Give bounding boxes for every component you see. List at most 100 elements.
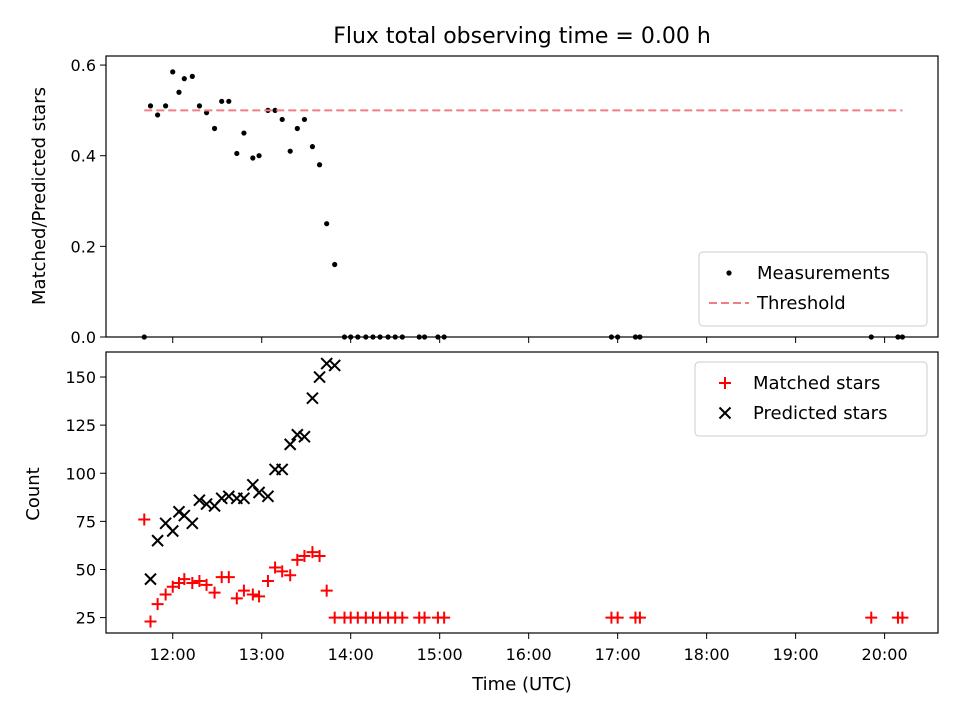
legend-box xyxy=(694,361,928,437)
plot-frame xyxy=(105,55,939,338)
top-panel: 0.0 0.2 0.4 0.6 Measurements Threshold xyxy=(71,55,939,347)
measurement-point xyxy=(181,76,187,82)
x-tick-label: 14:00 xyxy=(328,645,374,664)
matched-stars-point xyxy=(186,576,199,589)
legend-label: Matched stars xyxy=(753,373,880,394)
predicted-stars-point xyxy=(246,478,260,492)
bottom-y-axis-label: Count xyxy=(23,467,44,520)
data-layer xyxy=(138,357,909,628)
measurement-point xyxy=(332,261,338,268)
matched-stars-point xyxy=(298,550,311,563)
matched-stars-point xyxy=(166,580,179,593)
legend-label: Threshold xyxy=(756,293,846,314)
legend-marker-swatch xyxy=(718,406,732,420)
predicted-stars-point xyxy=(252,486,266,499)
legend-label: Measurements xyxy=(757,263,890,284)
measurement-point xyxy=(147,103,154,109)
legend: Matched stars Predicted stars xyxy=(694,361,928,437)
matched-stars-point xyxy=(611,611,624,624)
matched-stars-point xyxy=(418,611,431,624)
matched-stars-point xyxy=(208,586,221,599)
matched-stars-point xyxy=(633,611,646,624)
measurement-point xyxy=(196,103,203,109)
measurement-point xyxy=(234,150,240,157)
predicted-stars-point xyxy=(172,505,186,518)
matched-stars-point xyxy=(313,550,326,563)
legend-marker-swatch xyxy=(719,377,731,389)
predicted-stars-point xyxy=(261,490,275,503)
matched-stars-point xyxy=(246,588,259,601)
y-tick-label: 50 xyxy=(76,560,96,579)
predicted-stars-point xyxy=(328,359,341,372)
matched-stars-point xyxy=(253,590,266,603)
y-tick-label: 0.6 xyxy=(71,56,96,75)
chart-title: Flux total observing time = 0.00 h xyxy=(333,24,711,49)
measurement-point xyxy=(189,73,195,79)
measurement-point xyxy=(170,69,176,75)
predicted-stars-point xyxy=(283,438,297,451)
y-tick-label: 0.4 xyxy=(71,147,96,166)
predicted-stars-point xyxy=(215,492,228,505)
matched-stars-point xyxy=(230,592,243,605)
matched-stars-point xyxy=(320,584,333,597)
matched-stars-point xyxy=(193,575,206,588)
x-tick-label: 17:00 xyxy=(595,645,641,664)
y-tick-label: 125 xyxy=(65,416,96,435)
predicted-stars-point xyxy=(291,428,304,441)
y-tick-label: 150 xyxy=(65,368,96,387)
measurement-point xyxy=(279,116,285,123)
matched-stars-point xyxy=(222,571,235,584)
legend-marker-swatch xyxy=(726,270,732,276)
measurement-point xyxy=(301,116,308,123)
y-tick-label: 0.0 xyxy=(71,328,96,347)
predicted-stars-point xyxy=(320,357,333,370)
measurement-point xyxy=(163,103,169,109)
predicted-stars-point xyxy=(186,517,199,530)
x-tick-label: 19:00 xyxy=(773,645,819,664)
top-y-axis-label: Matched/Predicted stars xyxy=(29,87,50,305)
matched-stars-point xyxy=(269,561,282,574)
predicted-stars-point xyxy=(313,370,326,384)
y-tick-label: 75 xyxy=(76,512,96,531)
measurement-point xyxy=(176,89,182,95)
x-tick-label: 15:00 xyxy=(417,645,463,664)
matched-stars-point xyxy=(178,573,191,586)
legend-label: Predicted stars xyxy=(753,403,887,424)
predicted-stars-point xyxy=(166,524,179,538)
predicted-stars-point xyxy=(151,534,164,547)
y-tick-label: 25 xyxy=(76,609,96,628)
predicted-stars-point xyxy=(237,492,251,505)
matched-stars-point xyxy=(200,578,213,591)
matched-stars-point xyxy=(276,565,289,578)
predicted-stars-point xyxy=(298,430,311,443)
matched-stars-point xyxy=(291,553,304,566)
matched-stars-point xyxy=(261,575,274,588)
measurement-point xyxy=(309,144,316,150)
matched-stars-point xyxy=(159,588,172,601)
y-tick-label: 100 xyxy=(65,464,96,483)
predicted-stars-point xyxy=(275,463,289,476)
matched-stars-point xyxy=(896,611,909,624)
measurement-point xyxy=(294,125,300,132)
measurement-point xyxy=(324,221,330,227)
measurement-point xyxy=(226,98,232,104)
matched-stars-point xyxy=(151,598,164,611)
predicted-stars-point xyxy=(306,391,319,405)
matched-stars-point xyxy=(138,513,151,526)
measurement-point xyxy=(155,112,161,118)
x-tick-label: 12:00 xyxy=(150,645,196,664)
measurement-point xyxy=(211,125,218,132)
x-tick-label: 18:00 xyxy=(684,645,730,664)
matched-stars-point xyxy=(237,584,250,597)
measurement-point xyxy=(241,130,247,136)
matched-stars-point xyxy=(396,611,409,624)
predicted-stars-point xyxy=(144,572,157,586)
x-tick-label: 16:00 xyxy=(506,645,552,664)
matched-stars-point xyxy=(865,611,878,624)
plot-frame xyxy=(105,351,939,634)
measurement-point xyxy=(316,162,323,168)
legend: Measurements Threshold xyxy=(698,251,928,327)
matched-stars-point xyxy=(284,569,297,582)
bottom-panel: 25 50 75 100 125 150 12:00 13:00 14:00 15:00 16:00… xyxy=(65,351,939,664)
